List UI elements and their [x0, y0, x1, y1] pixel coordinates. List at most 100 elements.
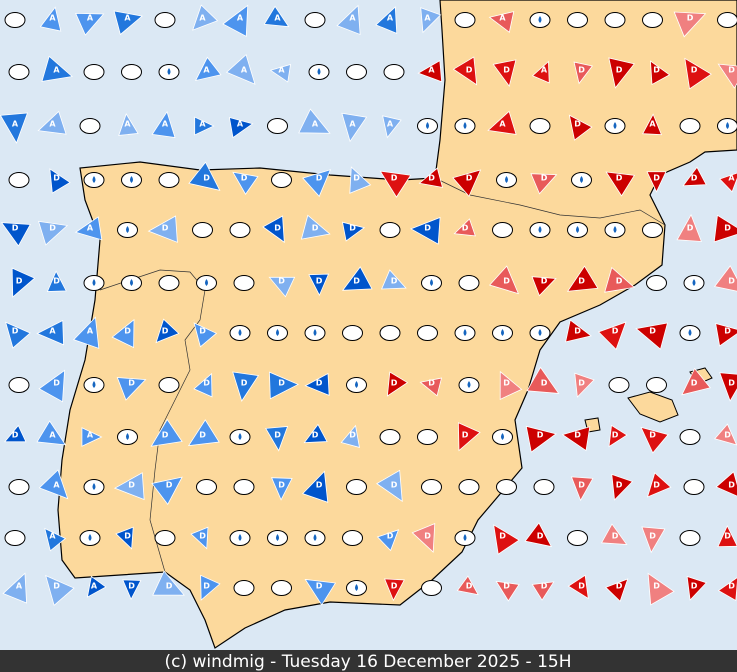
wind-arrow [341, 221, 366, 242]
pressure-symbol: A [312, 120, 319, 129]
wind-arrow [115, 526, 134, 550]
pressure-symbol: D [12, 327, 19, 336]
wind-marker: D [561, 426, 591, 452]
wind-arrow [38, 469, 69, 500]
wind-arrow [420, 7, 442, 34]
pressure-symbol: D [391, 481, 398, 490]
rain-drop [688, 329, 692, 336]
wind-marker: D [717, 524, 737, 548]
pressure-symbol: A [728, 174, 735, 183]
pressure-symbol: A [424, 14, 431, 23]
pressure-symbol: D [574, 431, 581, 440]
wind-arrow [111, 318, 135, 349]
pressure-symbol: D [49, 224, 56, 233]
wind-arrow [269, 63, 292, 83]
wind-marker: D [493, 524, 520, 555]
wind-marker: D [530, 173, 558, 195]
wind-marker: A [41, 55, 74, 82]
wind-marker: D [116, 377, 147, 401]
wind-arrow [200, 574, 221, 601]
rain-drop [276, 534, 279, 541]
rain-drop [467, 381, 471, 388]
wind-marker: D [411, 523, 436, 553]
wind-arrow [611, 473, 634, 501]
rain-drop [505, 176, 508, 183]
wind-arrow [713, 214, 737, 243]
pressure-symbol: D [203, 379, 210, 388]
wind-arrow [452, 56, 478, 86]
calm-marker [342, 530, 363, 546]
wind-arrow [646, 171, 667, 193]
pressure-symbol: D [391, 174, 398, 183]
wind-marker: D [265, 426, 289, 452]
wind-arrow [268, 371, 300, 400]
wind-marker: D [565, 319, 593, 343]
wind-marker: A [488, 11, 515, 33]
wind-arrow [336, 4, 361, 36]
wind-arrow [49, 168, 71, 194]
wind-arrow [192, 4, 219, 31]
pressure-symbol: A [237, 14, 244, 23]
wind-marker: A [194, 56, 222, 82]
wind-marker: D [488, 265, 520, 295]
calm-marker [346, 64, 367, 80]
pressure-symbol: A [499, 120, 506, 129]
calm-marker [567, 12, 588, 28]
pressure-symbol: D [53, 582, 60, 591]
rain-drop [167, 68, 171, 75]
wind-arrow [647, 572, 675, 606]
pressure-symbol: D [128, 379, 135, 388]
pressure-symbol: A [162, 120, 169, 129]
wind-arrow [530, 173, 558, 195]
rain-drop [538, 16, 542, 23]
wind-marker: D [0, 222, 31, 247]
wind-arrow [681, 367, 712, 396]
wind-arrow [270, 477, 293, 501]
wind-arrow [488, 265, 520, 295]
rain-drop [355, 584, 358, 591]
wind-arrow [531, 276, 557, 297]
wind-arrow [456, 575, 479, 596]
pressure-symbol: A [49, 120, 56, 129]
wind-arrow [376, 529, 400, 552]
wind-marker: D [573, 61, 594, 85]
wind-arrow [409, 216, 441, 245]
pressure-symbol: D [162, 431, 169, 440]
calm-marker [154, 530, 176, 546]
pressure-symbol: A [87, 327, 94, 336]
rain-drop [92, 381, 96, 388]
wind-marker: D [456, 575, 479, 596]
wind-arrow [684, 57, 712, 90]
wind-arrow [386, 371, 409, 397]
pressure-symbol: D [728, 582, 735, 591]
wind-marker: A [151, 110, 176, 139]
wind-marker: D [635, 322, 669, 350]
wind-arrow [2, 572, 28, 604]
pressure-symbol: D [278, 379, 285, 388]
pressure-symbol: D [612, 431, 619, 440]
wind-arrow [232, 171, 259, 195]
calm-marker [267, 118, 288, 134]
calm-marker [604, 12, 626, 28]
wind-marker: D [568, 114, 593, 141]
wind-marker: D [715, 471, 737, 499]
wind-arrow [487, 110, 517, 135]
calm-marker [646, 275, 667, 291]
pressure-symbol: D [53, 379, 60, 388]
wind-arrow [717, 63, 737, 89]
wind-arrow [566, 265, 599, 292]
wind-marker: D [714, 423, 737, 446]
wind-marker: D [673, 11, 707, 38]
wind-arrow [39, 6, 62, 32]
wind-marker: A [113, 10, 144, 36]
rain-drop [88, 534, 92, 541]
wind-marker: D [531, 581, 555, 601]
rain-drop [130, 279, 133, 286]
wind-arrow [568, 114, 593, 141]
pressure-symbol: A [199, 120, 206, 129]
wind-arrow [301, 470, 329, 503]
wind-marker: D [717, 63, 737, 89]
calm-marker [529, 118, 551, 134]
pressure-symbol: A [241, 66, 248, 75]
wind-arrow [0, 222, 31, 247]
